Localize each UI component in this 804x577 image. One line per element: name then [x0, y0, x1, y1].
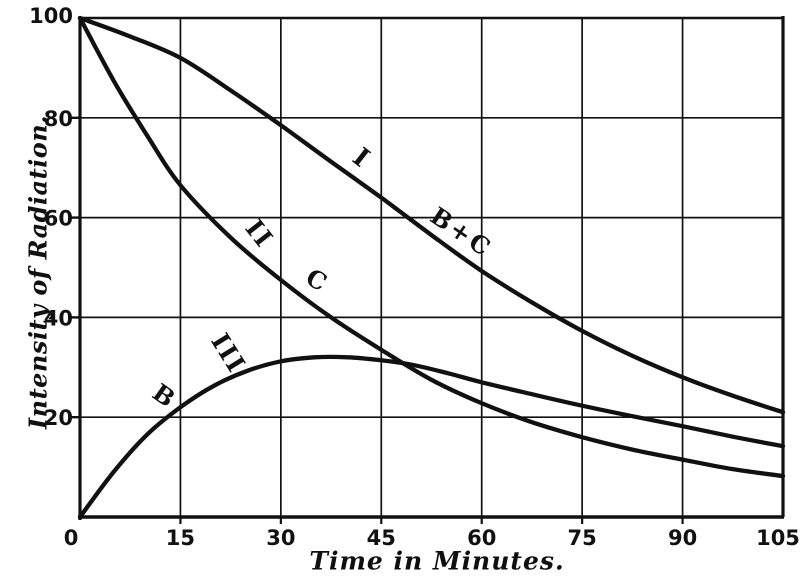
x-tick-label-30: 30: [266, 526, 295, 550]
curve-label-B+C: B+C: [425, 201, 498, 263]
curve-II: [77, 15, 786, 479]
curve-I: [77, 15, 786, 415]
x-axis-title: Time in Minutes.: [309, 546, 565, 576]
x-tick-label-60: 60: [467, 526, 496, 550]
y-tick-label-80: 80: [44, 107, 73, 131]
x-tick-label-105: 105: [756, 526, 800, 550]
y-tick-label-100: 100: [29, 4, 73, 28]
y-tick-label-20: 20: [44, 406, 73, 430]
curve-label-B: B: [147, 378, 180, 413]
y-tick-label-40: 40: [44, 306, 73, 330]
y-tick-label-60: 60: [44, 207, 73, 231]
x-tick-label-0: 0: [64, 526, 79, 550]
curve-III: [77, 354, 786, 520]
curve-label-I: I: [347, 142, 375, 173]
x-tick-label-90: 90: [668, 526, 697, 550]
x-tick-label-75: 75: [568, 526, 597, 550]
curve-label-II: II: [240, 214, 280, 253]
x-tick-label-15: 15: [166, 526, 195, 550]
y-axis-title: Intensity of Radiation.: [23, 114, 53, 430]
curve-label-C: C: [301, 262, 332, 297]
x-tick-label-45: 45: [367, 526, 396, 550]
